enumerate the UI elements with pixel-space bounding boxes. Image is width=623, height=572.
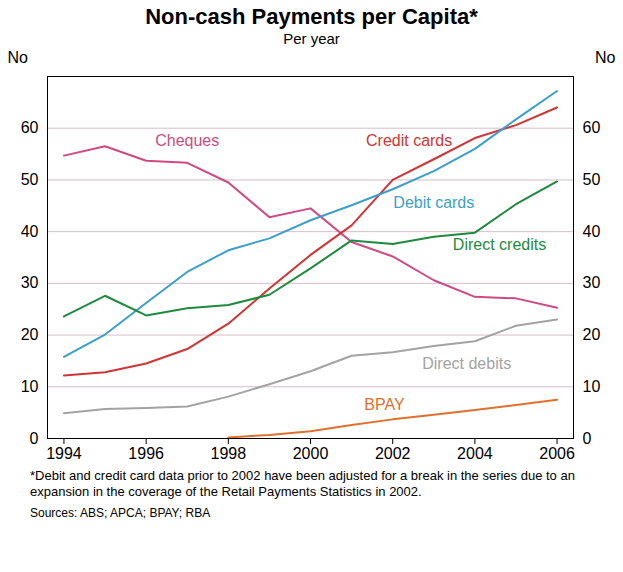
svg-text:20: 20: [583, 326, 601, 343]
svg-text:Cheques: Cheques: [155, 132, 219, 149]
svg-text:Direct credits: Direct credits: [453, 236, 546, 253]
svg-text:50: 50: [21, 171, 39, 188]
svg-text:20: 20: [21, 326, 39, 343]
svg-text:Debit cards: Debit cards: [393, 194, 474, 211]
svg-text:2006: 2006: [539, 445, 575, 462]
svg-text:2002: 2002: [375, 445, 411, 462]
svg-text:0: 0: [30, 430, 39, 447]
svg-text:Direct debits: Direct debits: [422, 355, 511, 372]
svg-text:BPAY: BPAY: [364, 396, 405, 413]
svg-text:2004: 2004: [457, 445, 493, 462]
svg-text:1996: 1996: [128, 445, 164, 462]
svg-text:50: 50: [583, 171, 601, 188]
html-text:Sources: ABS; APCA; BPAY; RBA: Sources: ABS; APCA; BPAY; RBA: [30, 506, 211, 520]
svg-text:1994: 1994: [46, 445, 82, 462]
html-text:*Debit and credit card data pr: *Debit and credit card data prior to 200…: [30, 468, 575, 499]
svg-text:Credit cards: Credit cards: [366, 132, 452, 149]
svg-text:30: 30: [21, 274, 39, 291]
svg-text:10: 10: [583, 378, 601, 395]
svg-text:No: No: [8, 49, 29, 66]
html-text:Per year: Per year: [283, 30, 340, 47]
svg-text:30: 30: [583, 274, 601, 291]
svg-text:60: 60: [21, 119, 39, 136]
svg-text:40: 40: [21, 223, 39, 240]
svg-text:No: No: [595, 49, 616, 66]
svg-text:1998: 1998: [211, 445, 247, 462]
svg-text:60: 60: [583, 119, 601, 136]
svg-text:2000: 2000: [293, 445, 329, 462]
html-text:Non-cash Payments per Capita*: Non-cash Payments per Capita*: [145, 4, 478, 29]
svg-text:0: 0: [583, 430, 592, 447]
svg-text:10: 10: [21, 378, 39, 395]
svg-text:40: 40: [583, 223, 601, 240]
